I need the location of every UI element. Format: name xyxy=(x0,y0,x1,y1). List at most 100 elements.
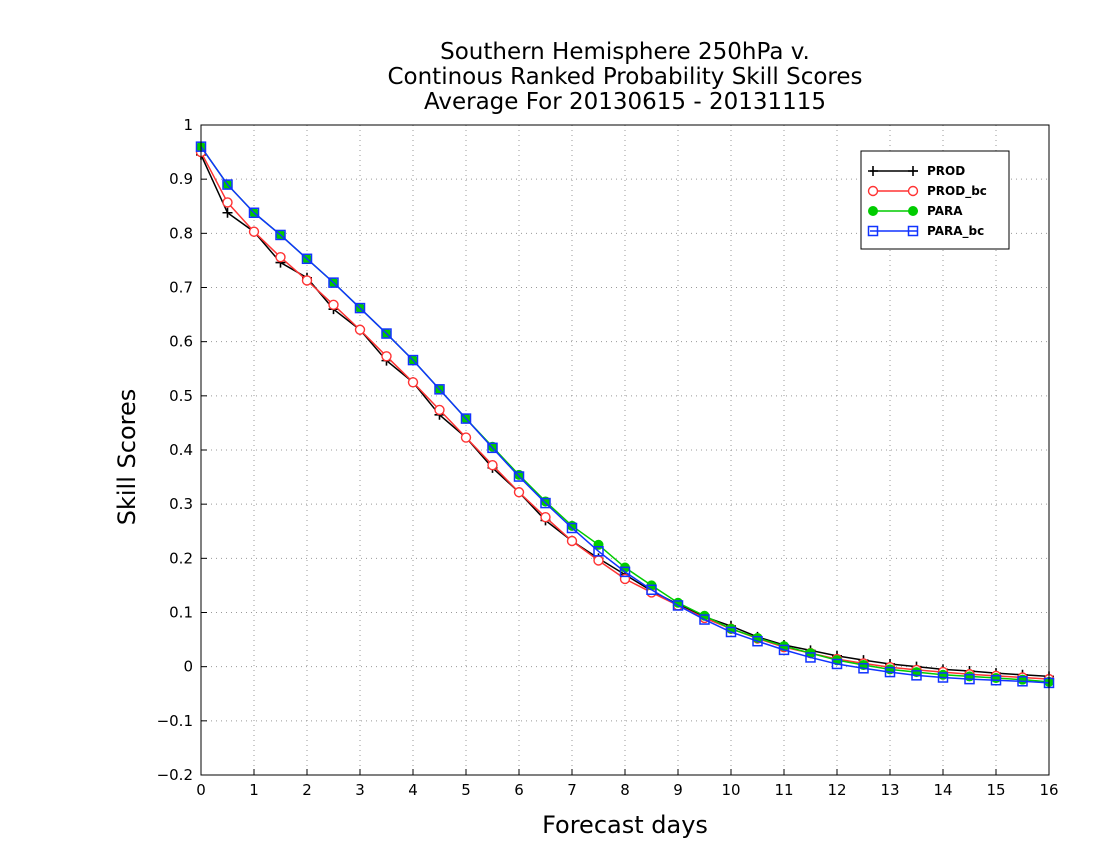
data-point-para-bc xyxy=(964,673,975,685)
data-point-para-bc xyxy=(275,229,286,241)
data-point-para-bc xyxy=(699,614,710,625)
data-point-para-bc xyxy=(593,546,604,557)
data-point-para-bc xyxy=(831,658,843,670)
x-tick-label: 11 xyxy=(774,781,793,799)
y-tick-label: 0.3 xyxy=(169,495,193,513)
y-tick-label: 0 xyxy=(183,658,193,676)
data-point-para xyxy=(991,673,1001,684)
y-tick-label: 0.6 xyxy=(169,333,193,351)
data-point-prod-bc xyxy=(275,251,286,263)
data-point-para-bc xyxy=(513,471,525,482)
x-tick-label: 0 xyxy=(196,781,206,799)
axis-ticks: 0 1 2 3 4 5 6 7 8 9 10 11 12 13 14 15 16−0.2−0.100.10.20… xyxy=(157,116,1059,799)
x-tick-label: 8 xyxy=(620,781,630,799)
x-tick-label: 5 xyxy=(461,781,471,799)
data-point-prod-bc xyxy=(487,459,498,471)
legend-label-prod: PROD xyxy=(927,164,965,178)
data-point-para-bc xyxy=(248,207,260,218)
y-tick-label: −0.2 xyxy=(157,766,193,784)
x-tick-label: 15 xyxy=(986,781,1005,799)
legend-item-para-bc: PARA_bc xyxy=(867,224,984,239)
x-tick-label: 4 xyxy=(408,781,418,799)
data-point-para-bc xyxy=(725,626,737,638)
y-tick-label: −0.1 xyxy=(157,712,193,730)
data-point-para-bc xyxy=(381,328,392,339)
legend-marker-prod-bc xyxy=(867,185,879,197)
legend-marker-para xyxy=(868,206,878,216)
data-point-para-bc xyxy=(646,584,657,595)
x-tick-label: 14 xyxy=(933,781,952,799)
x-tick-label: 2 xyxy=(302,781,312,799)
y-tick-label: 0.9 xyxy=(169,170,193,188)
legend: PROD PROD_bc PARA PARA_bc xyxy=(860,150,1010,250)
legend-label-prod-bc: PROD_bc xyxy=(927,184,987,199)
data-point-para-bc xyxy=(487,442,498,454)
legend-item-prod-bc: PROD_bc xyxy=(867,184,987,199)
data-point-para-bc xyxy=(805,652,816,663)
series-para-bc xyxy=(195,141,1055,689)
data-point-para-bc xyxy=(937,672,949,683)
data-point-prod-bc xyxy=(540,511,551,523)
data-point-para-bc xyxy=(460,413,472,424)
chart-title-line-2: Continous Ranked Probability Skill Score… xyxy=(387,64,862,90)
y-axis-title: Skill Scores xyxy=(113,389,141,526)
data-point-para-bc xyxy=(407,354,419,366)
x-tick-label: 6 xyxy=(514,781,524,799)
chart-title-line-3: Average For 20130615 - 20131115 xyxy=(424,89,826,115)
data-point-prod-bc xyxy=(354,324,366,335)
data-point-prod-bc xyxy=(328,299,339,311)
x-tick-label: 13 xyxy=(880,781,899,799)
legend-marker-prod-bc xyxy=(907,185,919,197)
legend-marker-prod xyxy=(908,166,918,176)
data-point-prod-bc xyxy=(381,351,392,362)
x-axis-title: Forecast days xyxy=(542,811,708,839)
data-point-para-bc xyxy=(434,384,445,395)
grid-lines xyxy=(201,125,1049,775)
data-point-para-bc xyxy=(301,253,313,265)
x-tick-label: 9 xyxy=(673,781,683,799)
data-point-prod-bc xyxy=(460,432,472,443)
data-point-prod-bc xyxy=(566,535,578,547)
data-point-para-bc xyxy=(911,670,922,681)
data-point-para-bc xyxy=(1017,676,1028,687)
data-point-prod-bc xyxy=(248,226,260,237)
data-point-para-bc xyxy=(222,179,233,190)
data-point-prod xyxy=(222,207,233,218)
x-tick-label: 12 xyxy=(827,781,846,799)
data-point-para-bc xyxy=(858,663,869,674)
legend-label-para: PARA xyxy=(927,204,963,218)
data-point-para-bc xyxy=(672,600,684,611)
y-tick-label: 0.5 xyxy=(169,387,193,405)
data-series xyxy=(195,141,1055,689)
y-tick-label: 1 xyxy=(183,116,193,134)
legend-marker-para-bc xyxy=(867,225,879,237)
data-point-prod-bc xyxy=(407,377,419,388)
legend-marker-para-bc xyxy=(907,225,919,237)
data-point-para-bc xyxy=(884,666,896,678)
legend-item-prod: PROD xyxy=(868,164,965,178)
legend-label-para-bc: PARA_bc xyxy=(927,224,984,239)
legend-item-para: PARA xyxy=(868,204,963,218)
y-tick-label: 0.1 xyxy=(169,604,193,622)
data-point-prod-bc xyxy=(222,197,233,208)
data-point-para-bc xyxy=(328,277,339,288)
data-point-prod-bc xyxy=(301,275,313,286)
y-tick-label: 0.8 xyxy=(169,224,193,242)
x-tick-label: 7 xyxy=(567,781,577,799)
data-point-para-bc xyxy=(540,497,551,509)
data-point-para-bc xyxy=(752,635,763,647)
legend-box xyxy=(860,150,1010,250)
data-point-para-bc xyxy=(990,674,1002,686)
x-tick-label: 16 xyxy=(1039,781,1058,799)
data-point-para-bc xyxy=(619,566,631,578)
y-tick-label: 0.4 xyxy=(169,441,193,459)
x-tick-label: 3 xyxy=(355,781,365,799)
x-tick-label: 1 xyxy=(249,781,259,799)
series-line-para-bc xyxy=(200,146,1050,684)
data-point-prod-bc xyxy=(513,487,525,498)
legend-marker-para xyxy=(908,206,918,216)
data-point-prod-bc xyxy=(593,555,604,566)
data-point-para-bc xyxy=(354,302,366,314)
chart-title-line-1: Southern Hemisphere 250hPa v. xyxy=(440,39,810,65)
data-point-para-bc xyxy=(778,644,790,656)
